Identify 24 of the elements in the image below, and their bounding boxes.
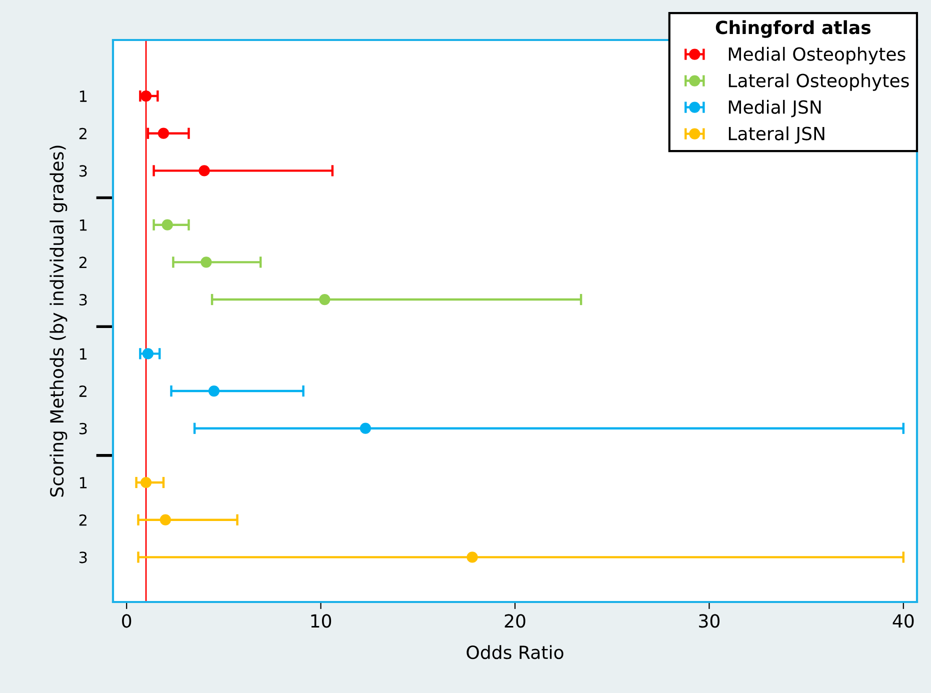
y-axis-title: Scoring Methods (by individual grades) [50, 146, 68, 497]
y-tick-label: 1 [80, 477, 87, 488]
legend-title: Chingford atlas [716, 20, 871, 38]
y-tick-label: 2 [79, 128, 86, 140]
legend-label: Medial Osteophytes [728, 46, 906, 64]
x-axis-title: Odds Ratio [466, 645, 564, 660]
legend-label: Lateral Osteophytes [728, 73, 909, 91]
legend-label: Medial JSN [728, 100, 821, 118]
x-tick-label: 20 [504, 614, 526, 628]
y-tick-label: 2 [79, 514, 86, 526]
y-tick-label: 1 [80, 90, 87, 102]
x-tick-label: 30 [699, 614, 720, 628]
x-tick-label: 0 [122, 614, 132, 628]
y-tick-label: 2 [79, 256, 86, 268]
y-tick-label: 3 [79, 552, 87, 564]
x-tick-label: 10 [311, 614, 332, 628]
y-tick-label: 3 [79, 165, 87, 177]
y-tick-label: 2 [79, 385, 86, 397]
y-tick-label: 1 [80, 348, 87, 360]
y-tick-label: 3 [79, 294, 87, 306]
legend-label: Lateral JSN [728, 126, 824, 144]
y-tick-label: 1 [80, 220, 87, 231]
x-tick-label: 40 [892, 614, 914, 628]
y-tick-label: 3 [79, 422, 87, 434]
